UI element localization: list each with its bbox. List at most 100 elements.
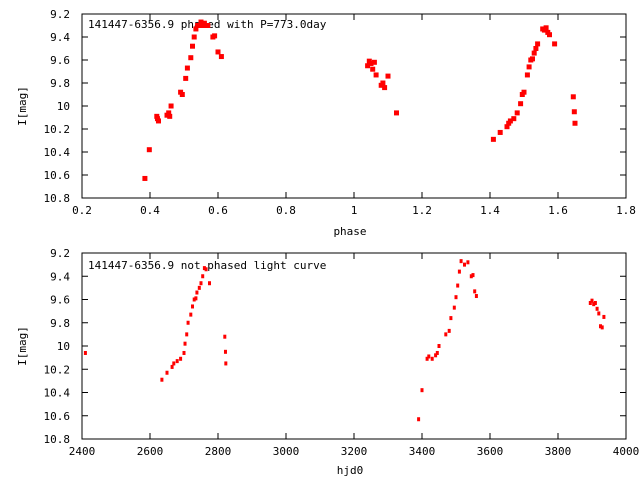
phased-data-point xyxy=(196,23,202,28)
phased-data-point xyxy=(571,109,577,115)
phased-data-points xyxy=(142,19,578,181)
unphased-data-point xyxy=(463,262,466,267)
phased-data-point xyxy=(524,72,530,78)
phased-data-point xyxy=(490,136,496,142)
unphased-data-point xyxy=(224,361,228,366)
unphased-data-point xyxy=(447,328,451,333)
phased-y-tick-label: 10.4 xyxy=(44,146,71,159)
unphased-data-point xyxy=(83,350,87,355)
phased-data-point xyxy=(535,41,541,47)
phased-data-point xyxy=(365,63,371,69)
unphased-x-tick-label: 4000 xyxy=(613,445,640,458)
unphased-data-point xyxy=(189,312,193,317)
unphased-data-point xyxy=(597,311,601,316)
unphased-data-point xyxy=(175,359,179,364)
phased-data-point xyxy=(218,54,224,60)
phased-data-point xyxy=(146,147,152,153)
phased-data-point xyxy=(212,33,218,39)
phased-data-point xyxy=(530,56,535,62)
unphased-x-tick-label: 2600 xyxy=(137,445,164,458)
phased-data-point xyxy=(521,89,527,95)
unphased-data-points xyxy=(83,259,606,422)
phased-y-tick-label: 9.6 xyxy=(50,54,70,67)
unphased-data-point xyxy=(593,300,597,305)
unphased-y-tick-label: 10.8 xyxy=(44,433,71,446)
unphased-data-point xyxy=(435,350,439,355)
phased-data-point xyxy=(394,110,399,116)
phased-data-point xyxy=(531,50,537,56)
phased-data-point xyxy=(504,124,510,130)
unphased-data-point xyxy=(454,295,458,300)
unphased-y-axis-label: I[mag] xyxy=(16,326,29,366)
phased-data-point xyxy=(190,43,195,49)
phased-data-point xyxy=(215,49,221,55)
unphased-data-point xyxy=(201,274,205,279)
unphased-data-point xyxy=(191,304,194,309)
phased-data-point xyxy=(370,66,376,72)
phased-data-point xyxy=(533,46,539,51)
unphased-data-point xyxy=(473,289,477,294)
phased-x-tick-label: 1 xyxy=(351,204,358,217)
phased-data-point xyxy=(552,41,558,47)
unphased-data-point xyxy=(185,332,189,337)
unphased-data-point xyxy=(194,296,198,301)
phased-data-point xyxy=(198,19,204,25)
phased-x-tick-label: 1.4 xyxy=(480,204,500,217)
unphased-y-tick-label: 9.4 xyxy=(50,270,70,283)
phased-y-axis-label: I[mag] xyxy=(16,86,29,126)
phased-data-point xyxy=(371,59,377,65)
phased-data-point xyxy=(166,110,172,116)
phased-data-point xyxy=(184,65,190,71)
phased-x-tick-label: 0.8 xyxy=(276,204,296,217)
unphased-y-tick-label: 9.6 xyxy=(50,294,70,307)
unphased-data-point xyxy=(199,281,203,286)
unphased-data-point xyxy=(172,361,176,366)
phased-y-tick-label: 10.8 xyxy=(44,192,71,205)
unphased-data-point xyxy=(417,417,421,422)
phased-data-point xyxy=(526,64,532,70)
unphased-x-tick-label: 3000 xyxy=(273,445,300,458)
phased-x-tick-label: 1.6 xyxy=(548,204,568,217)
unphased-x-axis-label: hjd0 xyxy=(337,464,364,477)
phased-x-tick-label: 0.6 xyxy=(208,204,228,217)
unphased-data-point xyxy=(204,267,208,272)
phased-data-point xyxy=(179,92,185,97)
unphased-data-point xyxy=(466,260,470,265)
phased-data-point xyxy=(191,34,197,40)
unphased-data-point xyxy=(427,354,431,359)
unphased-data-point xyxy=(165,370,169,375)
unphased-data-point xyxy=(195,290,199,295)
unphased-data-point xyxy=(456,283,460,288)
phased-data-point xyxy=(543,25,549,31)
unphased-data-point xyxy=(223,334,227,339)
phased-x-tick-label: 0.4 xyxy=(140,204,160,217)
phased-data-point xyxy=(514,110,520,116)
unphased-y-tick-label: 9.2 xyxy=(50,247,70,260)
phased-y-tick-label: 10 xyxy=(57,100,70,113)
unphased-data-point xyxy=(452,305,456,310)
phased-data-point xyxy=(547,32,552,38)
phased-data-point xyxy=(497,129,503,135)
unphased-data-point xyxy=(183,341,187,346)
unphased-data-point xyxy=(602,314,606,319)
phased-data-point xyxy=(382,85,388,91)
phased-y-tick-label: 9.4 xyxy=(50,31,70,44)
phased-y-tick-label: 9.8 xyxy=(50,77,70,90)
phased-light-curve-panel: 141447-6356.9 phased with P=773.0day pha… xyxy=(16,8,636,238)
unphased-data-point xyxy=(160,377,164,382)
phased-y-tick-label: 10.6 xyxy=(44,169,71,182)
phased-data-point xyxy=(373,72,379,78)
unphased-chart-title: 141447-6356.9 not phased light curve xyxy=(88,259,326,272)
unphased-x-tick-label: 3400 xyxy=(409,445,436,458)
unphased-data-point xyxy=(599,324,602,329)
phased-data-point xyxy=(156,118,161,124)
phased-data-point xyxy=(167,113,173,119)
phased-y-tick-label: 10.2 xyxy=(44,123,71,136)
unphased-x-tick-label: 3800 xyxy=(545,445,572,458)
phased-data-point xyxy=(205,23,211,28)
unphased-data-point xyxy=(420,388,424,393)
phased-data-point xyxy=(168,103,174,109)
unphased-data-point xyxy=(197,285,201,290)
